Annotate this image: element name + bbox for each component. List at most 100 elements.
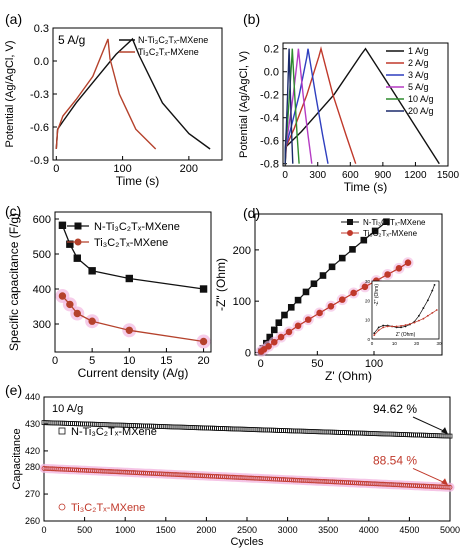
panel-d-inset-data-point	[404, 325, 407, 328]
panel-b-y-tick-label: -0.6	[260, 136, 279, 148]
panel-e-x-tick-label: 2500	[237, 525, 257, 535]
panel-d-data-point	[371, 227, 379, 235]
panel-c-data-point	[199, 285, 208, 293]
panel-c-panel-label: (c)	[5, 203, 21, 219]
panel-c-y-axis-label: Specific capacitance (F/g)	[7, 213, 21, 351]
panel-b-x-tick-label: 0	[282, 170, 288, 181]
panel-d-inset: 0 10 20 30 0 10 20 30 Z' (Ohm) -Z" (Ohm)	[365, 279, 442, 346]
panel-d-inset-data-point	[373, 334, 376, 337]
panel-d-data-point	[395, 265, 403, 272]
panel-c-legend-marker	[74, 222, 82, 230]
panel-d-inset-data-point	[422, 307, 425, 309]
panel-c-x-tick-label: 5	[89, 355, 95, 367]
panel-d-data-point	[349, 246, 356, 253]
panel-b-legend-label: 1 A/g	[408, 46, 429, 56]
panel-c-data-point	[73, 309, 81, 318]
panel-a: (a) 0 100 200 -0.9 -0.6 -0.3 0.0 0.3 Time (s) Pote…	[4, 11, 223, 188]
panel-c-data-point	[66, 300, 74, 309]
panel-e-x-tick-label: 3500	[318, 525, 338, 535]
panel-a-y-tick-label: 0.3	[34, 23, 49, 35]
panel-d-y-tick-label: 100	[233, 296, 251, 308]
panel-d-x-tick-label: 0	[258, 358, 264, 370]
panel-d-data-point	[338, 254, 346, 262]
panel-e-legend-marker	[58, 503, 66, 511]
panel-a-x-axis-label: Time (s)	[116, 174, 160, 188]
panel-a-y-tick-label: -0.9	[30, 155, 49, 167]
panel-e-data-point	[445, 484, 451, 490]
panel-b-legend-label: 2 A/g	[408, 58, 429, 68]
panel-d-inset-data-point	[426, 314, 429, 317]
panel-d-data-point	[260, 346, 268, 353]
panel-c-plot-frame	[54, 211, 212, 353]
panel-d-x-axis-label: Z' (Ohm)	[325, 369, 372, 383]
panel-d-data-point	[265, 342, 272, 350]
panel-d-x-tick-label: 100	[365, 358, 383, 370]
panel-d-data-point	[294, 322, 302, 330]
panel-e-data-point	[447, 484, 453, 490]
panel-d-inset-data-point	[382, 324, 385, 327]
panel-d-inset-data-point	[395, 325, 398, 328]
panel-e-retention-label: 88.54 %	[373, 453, 417, 467]
panel-d-inset-x-tick-label: 0	[371, 341, 374, 346]
panel-d-x-tick-label: 50	[311, 358, 323, 370]
panel-d-inset-y-tick-label: 10	[365, 318, 371, 323]
panel-d-inset-y-tick-label: 0	[367, 337, 370, 342]
panel-d-data-point	[270, 326, 278, 334]
panel-d-legend-label: N-Ti₃C₂Tₓ-MXene	[363, 218, 426, 227]
panel-d-data-point	[338, 296, 346, 303]
panel-d-inset-data-point	[418, 314, 420, 317]
panel-d-legend-label: Ti₃C₂Tₓ-MXene	[363, 229, 418, 238]
panel-b-x-tick-label: 300	[309, 170, 326, 181]
panel-b-series-line	[284, 48, 294, 164]
panel-e-x-tick-label: 2000	[196, 525, 216, 535]
panel-d-inset-data-point	[431, 289, 434, 292]
panel-d-y-tick-label: 200	[233, 245, 251, 257]
panel-d-data-point	[327, 302, 335, 310]
panel-d-inset-frame	[371, 280, 440, 340]
panel-d-inset-x-tick-label: 10	[392, 341, 398, 346]
panel-d-inset-data-point	[422, 317, 425, 320]
panel-e-x-tick-label: 1500	[156, 525, 176, 535]
panel-e-panel-label: (e)	[5, 382, 22, 398]
panel-b-y-tick-label: 0.0	[264, 67, 279, 79]
panel-b-y-tick-label: -0.8	[260, 159, 279, 171]
panel-d-data-point	[310, 280, 318, 288]
panel-b-panel-label: (b)	[243, 11, 260, 27]
panel-c-data-point	[66, 240, 74, 248]
panel-b-legend-label: 3 A/g	[408, 70, 429, 80]
panel-d-data-point	[319, 272, 327, 279]
panel-b-x-tick-label: 600	[342, 170, 359, 181]
panel-c-data-point	[199, 337, 208, 346]
panel-e-x-tick-label: 3000	[278, 525, 298, 535]
panel-e-y-tick-label: 440	[25, 392, 40, 402]
panel-d-data-point	[360, 236, 368, 244]
panel-c-data-point	[58, 221, 67, 230]
panel-d-inset-data-point	[418, 319, 420, 322]
panel-d-data-point	[277, 333, 285, 341]
panel-d-inset-data-point	[400, 326, 402, 329]
panel-d-data-point	[281, 311, 288, 319]
panel-a-x-tick-label: 200	[180, 163, 198, 175]
panel-c-x-tick-label: 15	[160, 355, 172, 367]
panel-e-retention-arrow	[412, 416, 447, 433]
panel-e-x-axis-label: Cycles	[230, 536, 264, 548]
panel-c-legend-marker	[74, 238, 82, 246]
panel-b-series-line	[284, 45, 357, 164]
panel-d-inset-data-point	[431, 312, 434, 314]
panel-d-data-point	[287, 304, 295, 311]
panel-c-data-point	[125, 326, 133, 334]
panel-d-data-point	[302, 288, 310, 296]
panel-c-data-point	[58, 292, 67, 300]
panel-e-y-axis-label: Capacitance	[11, 428, 23, 489]
panel-e-data-point	[447, 433, 453, 439]
panel-d-data-point	[270, 338, 278, 346]
panel-e: (e) 0 500 1000 1500 2000 2500 3000 3500 4000 4500 5…	[5, 382, 460, 548]
panel-a-annotation: 5 A/g	[58, 33, 85, 47]
panel-c-y-tick-label: 500	[33, 249, 51, 261]
panel-d-data-point	[350, 289, 357, 297]
panel-b-x-tick-label: 1500	[437, 170, 460, 181]
panel-c-x-tick-label: 10	[123, 355, 135, 367]
panel-c-series-line	[61, 225, 204, 290]
panel-e-x-tick-label: 4500	[399, 525, 419, 535]
panel-b-y-axis-label: Potential (Ag/AgCl, V)	[238, 51, 250, 158]
